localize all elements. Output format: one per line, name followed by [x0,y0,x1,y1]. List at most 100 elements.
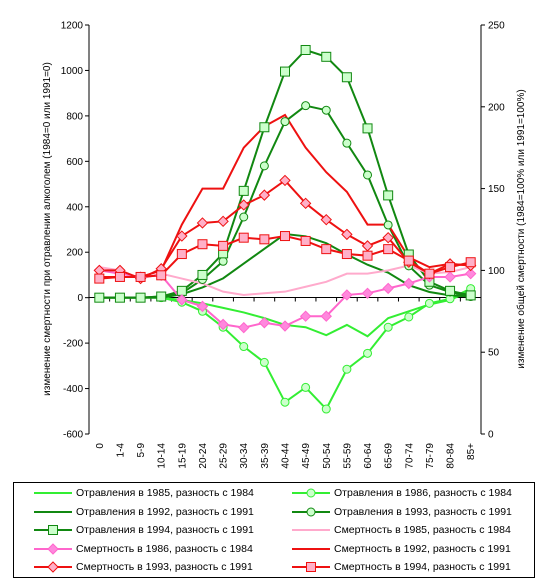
legend-item: Отравления в 1994, разность с 1991 [34,521,254,539]
data-point-diamond [217,318,229,331]
data-point-square [403,255,414,266]
legend-label: Смертность в 1986, разность с 1984 [76,542,253,555]
legend-swatch [292,488,330,498]
data-point-circle [363,348,373,358]
x-tick-label: 35-39 [260,443,271,469]
data-point-square [445,262,456,273]
data-point-diamond [341,228,353,241]
legend-label: Смертность в 1994, разность с 1991 [334,561,511,573]
data-point-diamond [176,294,188,306]
data-point-circle [383,220,393,230]
data-point-diamond [444,271,456,283]
data-point-circle [383,322,393,332]
x-tick-label: 80-84 [446,443,457,469]
legend-swatch [292,529,330,531]
legend-swatch [34,525,72,535]
data-point-square [383,190,394,201]
x-tick-label: 25-29 [219,443,230,469]
data-point-diamond [382,282,394,295]
data-point-square [362,123,373,134]
x-tick-label: 0 [95,443,106,449]
y-left-tick-label: 1200 [61,21,84,32]
data-point-diamond [258,317,271,329]
series-lines [99,48,472,411]
y-left-tick-label: 600 [66,157,83,168]
data-point-diamond [238,321,250,334]
legend-label: Отравления в 1993, разность с 1991 [334,505,512,518]
legend-swatch [34,510,72,513]
data-point-square [280,66,290,77]
data-point-square [48,525,58,535]
data-point-circle [404,312,414,322]
legend-label: Отравления в 1992, разность с 1991 [76,505,254,518]
y-left-tick-label: -200 [63,339,83,350]
data-point-square [218,240,229,251]
data-point-diamond [217,215,229,228]
data-point-diamond [258,189,271,201]
data-point-diamond [299,197,312,210]
legend-item: Смертность в 1993, разность с 1991 [34,558,253,576]
data-point-square [465,290,476,301]
data-point-circle [342,364,352,374]
data-point-square [300,235,311,246]
data-point-square [362,250,373,261]
data-point-circle [424,298,434,308]
y-left-tick-label: -600 [63,430,83,441]
data-point-square [135,271,146,282]
data-point-square [238,232,249,243]
data-point-circle [280,397,290,407]
x-tick-label: 20-24 [198,443,209,469]
x-tick-label: 1-4 [115,443,126,458]
data-point-square [465,257,476,268]
legend-label: Смертность в 1992, разность с 1991 [334,542,511,555]
data-point-square [321,244,332,255]
data-point-square [280,231,290,242]
y-right-tick-label: 0 [488,430,494,441]
legend-item: Смертность в 1992, разность с 1991 [292,540,511,558]
y-left-tick-label: 400 [66,202,83,213]
data-point-circle [306,507,316,516]
data-point-circle [239,212,249,222]
legend-label: Отравления в 1985, разность с 1984 [76,487,254,499]
x-tick-label: 75-79 [425,443,436,469]
data-point-square [197,239,208,250]
data-point-diamond [47,561,59,573]
legend-swatch [34,561,72,573]
legend-label: Смертность в 1993, разность с 1991 [76,561,253,573]
data-point-diamond [279,174,291,187]
legend-label: Отравления в 1994, разность с 1991 [76,524,254,536]
data-point-circle [301,101,311,111]
series-line-2 [99,287,472,411]
x-tick-label: 60-64 [363,443,374,469]
x-tick-label: 30-34 [239,443,250,469]
legend-swatch [292,547,330,550]
legend-item: Смертность в 1986, разность с 1984 [34,540,253,558]
data-point-square [114,271,125,282]
data-point-square [176,249,187,260]
data-point-circle [321,404,331,414]
data-point-diamond [238,199,250,211]
data-point-diamond [403,277,415,290]
data-point-diamond [47,542,59,555]
axes: -600 -400 -200 0 200 400 600 800 1000 1200 0 50 100 1… [61,21,505,469]
y-right-tick-label: 100 [488,266,505,277]
legend-label: Отравления в 1986, разность с 1984 [334,487,512,499]
data-point-square [383,244,394,255]
legend-label: Смертность в 1985, разность с 1984 [334,524,511,536]
series-line-6 [99,264,471,296]
legend-swatch [292,562,330,572]
legend: Отравления в 1985, разность с 1984 Отравл… [13,482,535,578]
series-markers [93,44,477,414]
legend-swatch [292,507,330,516]
data-point-circle [218,256,228,266]
data-point-diamond [382,231,394,244]
data-point-square [197,269,208,280]
data-point-diamond [464,267,477,280]
data-point-diamond [196,217,209,229]
x-tick-label: 50-54 [322,443,333,469]
data-point-circle [321,105,331,115]
legend-item: Смертность в 1985, разность с 1984 [292,521,511,539]
data-point-square [259,234,270,245]
data-point-circle [239,342,249,352]
legend-item: Отравления в 1985, разность с 1984 [34,484,254,502]
